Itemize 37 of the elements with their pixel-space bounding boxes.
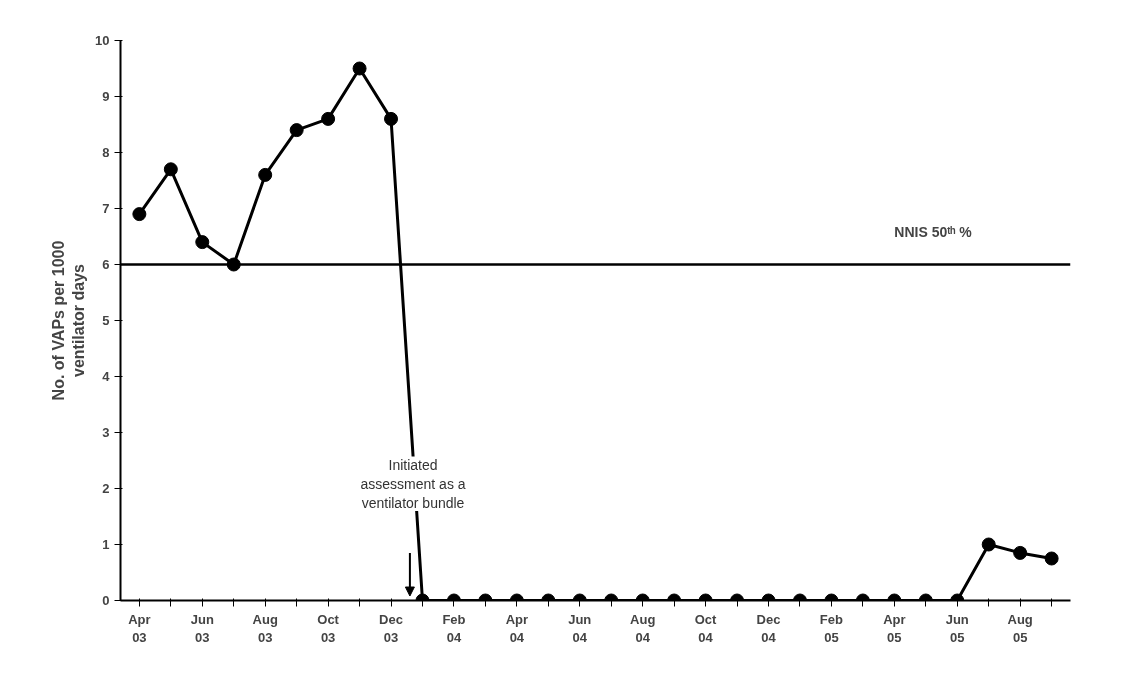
y-tick-label: 0 [102, 593, 110, 608]
annotation: Initiated assessment as a ventilator bundle [360, 456, 466, 511]
y-tick-label: 1 [102, 537, 110, 552]
y-tick-label: 3 [102, 425, 110, 440]
point [258, 167, 273, 182]
x-tick-label: Feb 04 [442, 611, 466, 645]
ref-line-label: NNIS 50ᵗʰ % [894, 223, 973, 240]
x-tick-label: Aug 05 [1007, 611, 1033, 645]
x-tick-label: Aug 03 [252, 611, 278, 645]
x-tick-label: Oct 03 [317, 611, 340, 645]
y-tick-label: 2 [102, 481, 110, 496]
x-tick-label: Jun 03 [190, 611, 214, 645]
y-axis-title: No. of VAPs per 1000 ventilator days [49, 240, 88, 401]
y-tick-label: 6 [102, 257, 110, 272]
x-tick-label: Aug 04 [630, 611, 656, 645]
x-tick-label: Dec 03 [379, 611, 403, 645]
point [321, 111, 336, 126]
x-tick-label: Dec 04 [756, 611, 781, 645]
y-tick-label: 4 [102, 369, 111, 384]
y-tick-label: 8 [102, 145, 110, 160]
x-tick-label: Feb 05 [819, 611, 844, 645]
x-tick-label: Jun 05 [945, 611, 969, 645]
y-tick-label: 10 [95, 33, 110, 48]
point [163, 162, 178, 177]
x-tick-label: Oct 04 [694, 611, 718, 645]
y-tick-label: 5 [102, 313, 110, 328]
point [384, 111, 399, 126]
x-tick-label: Apr 03 [128, 611, 151, 645]
x-tick-label: Jun 04 [568, 611, 592, 645]
x-tick-label: Apr 04 [505, 611, 529, 645]
point [132, 207, 147, 222]
x-tick-label: Apr 05 [883, 611, 906, 645]
point [289, 123, 304, 138]
y-tick-label: 9 [102, 89, 110, 104]
y-tick-label: 7 [102, 201, 110, 216]
point [352, 61, 367, 76]
point [195, 235, 210, 250]
